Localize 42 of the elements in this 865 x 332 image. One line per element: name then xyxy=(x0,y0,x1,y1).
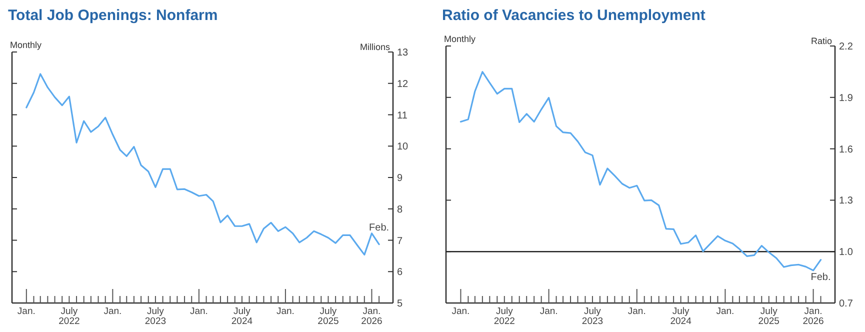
x-tick-label: July 2023 xyxy=(144,306,166,327)
y-tick-label: 5 xyxy=(397,298,403,310)
y-tick-label: 9 xyxy=(397,173,403,184)
x-tick-label: Jan. xyxy=(628,306,646,317)
x-tick-label: Jan. xyxy=(190,306,208,317)
x-tick-label: July 2025 xyxy=(318,306,339,327)
text: Monthly xyxy=(10,40,42,50)
y-tick-label: 1.6 xyxy=(839,144,854,156)
y-tick-label: 7 xyxy=(397,236,403,247)
x-tick-label: July 2023 xyxy=(582,306,604,327)
x-tick-label: Jan. 2026 xyxy=(361,306,382,327)
x-tick-label: Jan. xyxy=(716,306,734,317)
y-tick-label: 13 xyxy=(397,48,409,58)
y-tick-label: 1.0 xyxy=(839,247,854,258)
y-tick-label: 6 xyxy=(397,267,403,278)
x-tick-label: Jan. xyxy=(452,306,470,317)
y-tick-label: 10 xyxy=(397,142,409,153)
text: Monthly xyxy=(444,34,476,44)
x-tick-label: Jan. xyxy=(540,306,558,317)
x-tick-label: July 2022 xyxy=(58,306,80,327)
y-axis-title: Millions xyxy=(360,42,390,52)
y-tick-label: 8 xyxy=(397,204,403,216)
y-tick-label: 1.3 xyxy=(839,196,854,207)
chart-title: Total Job Openings: Nonfarm xyxy=(8,7,218,24)
x-tick-label: July 2024 xyxy=(670,306,692,327)
annotation: Feb. xyxy=(810,272,831,283)
x-tick-label: July 2025 xyxy=(758,306,780,327)
x-tick-label: July 2024 xyxy=(231,306,253,327)
x-tick-label: Jan. xyxy=(276,306,294,317)
x-tick-label: July 2022 xyxy=(494,306,515,327)
y-axis-title: Ratio xyxy=(810,36,832,46)
x-tick-label: Jan. 2026 xyxy=(802,306,824,327)
y-tick-label: 1.9 xyxy=(839,92,854,104)
x-tick-label: Jan. xyxy=(17,306,36,317)
annotation: Feb. xyxy=(369,222,390,234)
y-tick-label: 2.2 xyxy=(839,42,854,52)
y-tick-label: 11 xyxy=(397,110,408,122)
x-tick-label: Jan. xyxy=(104,306,122,317)
y-tick-label: 12 xyxy=(397,78,409,90)
chart-title: Ratio of Vacancies to Unemployment xyxy=(442,7,706,24)
line-series xyxy=(460,71,822,272)
y-tick-label: 0.7 xyxy=(839,298,854,310)
